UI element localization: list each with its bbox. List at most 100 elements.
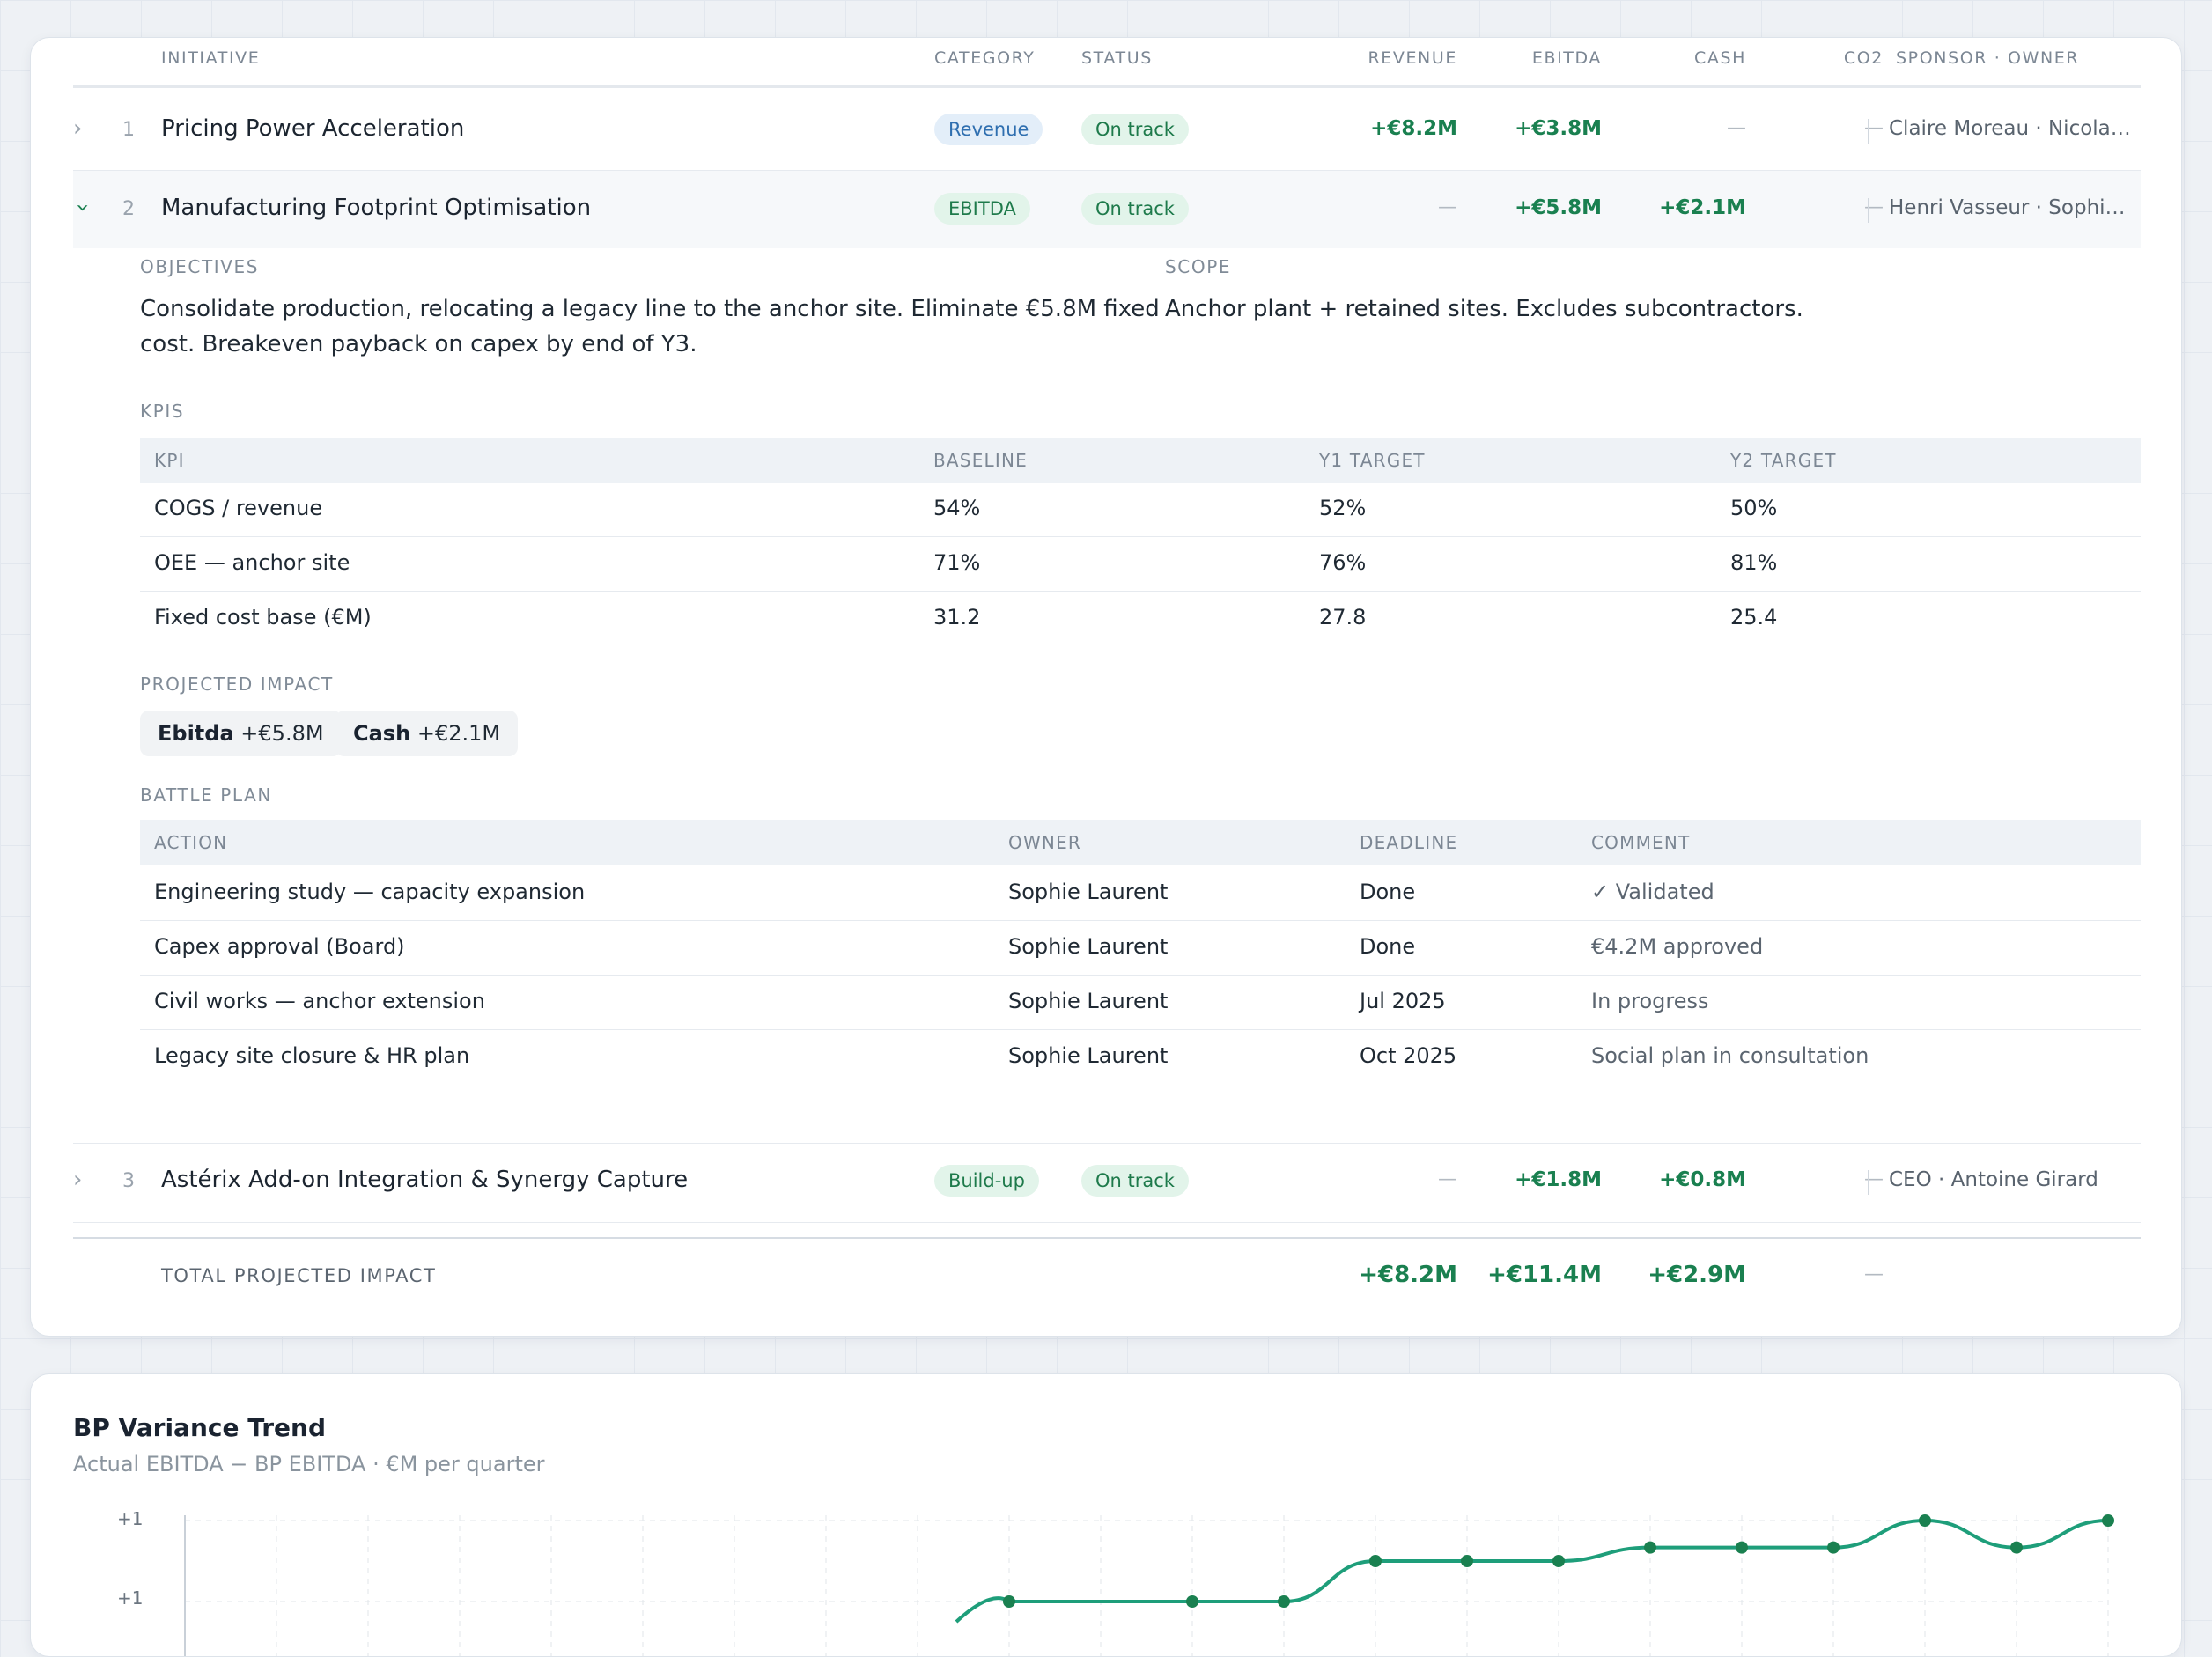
data-point — [2010, 1541, 2023, 1554]
sponsor-owner: Claire Moreau · Nicolas Fabre — [1889, 117, 2135, 140]
category-badge: Revenue — [934, 114, 1043, 145]
battle-deadline: Oct 2025 — [1360, 1043, 1457, 1068]
sponsor-owner: CEO · Antoine Girard — [1889, 1168, 2098, 1191]
col-header-status[interactable]: STATUS — [1081, 48, 1153, 68]
initiative-name[interactable]: Pricing Power Acceleration — [161, 115, 465, 142]
col-header-initiative[interactable]: INITIATIVE — [161, 48, 261, 68]
battle-action: Engineering study — capacity expansion — [154, 880, 586, 904]
sponsor-owner: Henri Vasseur · Sophie Laurent — [1889, 196, 2135, 219]
status-badge: On track — [1081, 1165, 1189, 1197]
co2-value: — — [1864, 117, 1884, 139]
battle-owner: Sophie Laurent — [1008, 880, 1169, 904]
col-header-sponsor-owner[interactable]: SPONSOR · OWNER — [1896, 48, 2080, 68]
projected-impact-label: PROJECTED IMPACT — [140, 674, 334, 695]
series-line — [955, 1518, 2109, 1624]
kpi-header-baseline: BASELINE — [933, 450, 1028, 471]
battle-comment: In progress — [1591, 989, 1709, 1013]
cash-value: — — [1727, 117, 1746, 139]
category-badge: Build-up — [934, 1165, 1039, 1197]
data-point — [1461, 1555, 1473, 1567]
battle-deadline: Jul 2025 — [1360, 989, 1446, 1013]
row-number: 2 — [122, 198, 135, 220]
col-header-category[interactable]: CATEGORY — [934, 48, 1036, 68]
battle-comment: ✓ Validated — [1591, 880, 1714, 904]
data-point — [1644, 1541, 1656, 1554]
total-revenue: +€8.2M — [1359, 1262, 1457, 1288]
row-divider — [73, 1143, 2141, 1144]
y-tick-label: +1 — [117, 1587, 144, 1609]
initiatives-card: INITIATIVE CATEGORY STATUS REVENUE EBITD… — [30, 37, 2182, 1337]
ebitda-value: +€5.8M — [1515, 196, 1602, 219]
col-header-revenue[interactable]: REVENUE — [1368, 48, 1457, 68]
scope-text: Anchor plant + retained sites. Excludes … — [1165, 296, 1803, 322]
category-badge: EBITDA — [934, 193, 1030, 225]
battle-owner: Sophie Laurent — [1008, 989, 1169, 1013]
data-point — [2102, 1514, 2114, 1527]
data-point — [1278, 1595, 1290, 1608]
co2-value: — — [1864, 196, 1884, 218]
status-badge: On track — [1081, 193, 1189, 225]
battle-deadline: Done — [1360, 934, 1416, 959]
battle-header-owner: OWNER — [1008, 832, 1082, 853]
battle-owner: Sophie Laurent — [1008, 934, 1169, 959]
initiative-name[interactable]: Astérix Add-on Integration & Synergy Cap… — [161, 1167, 689, 1193]
kpi-y1: 76% — [1319, 550, 1367, 575]
chevron-down-icon[interactable]: › — [70, 203, 97, 213]
kpi-header-y1: Y1 TARGET — [1319, 450, 1426, 471]
kpi-y2: 25.4 — [1730, 605, 1778, 630]
variance-chart-card: BP Variance Trend Actual EBITDA − BP EBI… — [30, 1373, 2182, 1657]
kpi-y2: 50% — [1730, 496, 1778, 520]
kpi-y1: 27.8 — [1319, 605, 1367, 630]
initiative-name[interactable]: Manufacturing Footprint Optimisation — [161, 195, 592, 221]
kpis-label: KPIS — [140, 401, 185, 422]
objectives-text: Consolidate production, relocating a leg… — [140, 296, 1160, 357]
ebitda-value: +€3.8M — [1515, 117, 1602, 140]
revenue-value: +€8.2M — [1370, 117, 1457, 140]
kpi-name: OEE — anchor site — [154, 550, 350, 575]
battle-deadline: Done — [1360, 880, 1416, 904]
chevron-right-icon[interactable]: › — [73, 1167, 83, 1193]
battle-plan-label: BATTLE PLAN — [140, 784, 272, 806]
total-divider — [73, 1237, 2141, 1239]
kpi-header-kpi: KPI — [154, 450, 185, 471]
y-tick-label: +1 — [117, 1508, 144, 1529]
revenue-value: — — [1438, 196, 1457, 218]
chevron-right-icon[interactable]: › — [73, 115, 83, 142]
col-header-co2[interactable]: CO2 — [1843, 48, 1884, 68]
battle-row-divider — [140, 1029, 2141, 1030]
line-chart — [184, 1514, 2114, 1656]
impact-chip-cash: Cash +€2.1M — [335, 711, 519, 756]
revenue-value: — — [1438, 1168, 1457, 1190]
battle-table-header — [140, 820, 2141, 865]
row-number: 1 — [122, 119, 135, 141]
battle-comment: €4.2M approved — [1591, 934, 1764, 959]
kpi-row-divider — [140, 536, 2141, 537]
column-separator — [1868, 198, 1869, 223]
kpi-name: Fixed cost base (€M) — [154, 605, 372, 630]
column-separator — [1868, 119, 1869, 144]
data-point — [1186, 1595, 1198, 1608]
battle-row-divider — [140, 975, 2141, 976]
col-header-cash[interactable]: CASH — [1693, 48, 1746, 68]
column-separator — [1868, 1170, 1869, 1195]
data-point — [1003, 1595, 1015, 1608]
cash-value: +€0.8M — [1659, 1168, 1746, 1191]
kpi-baseline: 71% — [933, 550, 981, 575]
col-header-ebitda[interactable]: EBITDA — [1531, 48, 1602, 68]
battle-header-action: ACTION — [154, 832, 228, 853]
scope-label: SCOPE — [1165, 256, 1232, 277]
data-point — [1552, 1555, 1565, 1567]
impact-chip-ebitda: Ebitda +€5.8M — [140, 711, 342, 756]
data-point — [1919, 1514, 1931, 1527]
battle-action: Capex approval (Board) — [154, 934, 405, 959]
cash-value: +€2.1M — [1659, 196, 1746, 219]
battle-header-deadline: DEADLINE — [1360, 832, 1458, 853]
battle-action: Legacy site closure & HR plan — [154, 1043, 470, 1068]
data-point — [1827, 1541, 1840, 1554]
total-co2: — — [1864, 1263, 1884, 1285]
kpi-y1: 52% — [1319, 496, 1367, 520]
kpi-header-y2: Y2 TARGET — [1730, 450, 1837, 471]
kpi-y2: 81% — [1730, 550, 1778, 575]
kpi-name: COGS / revenue — [154, 496, 323, 520]
total-label: TOTAL PROJECTED IMPACT — [161, 1265, 437, 1286]
